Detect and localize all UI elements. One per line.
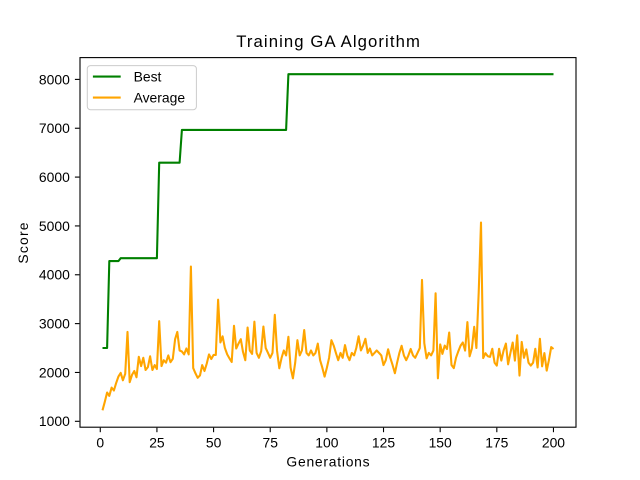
svg-text:Generations: Generations [286, 454, 370, 470]
svg-text:4000: 4000 [39, 267, 70, 283]
svg-text:100: 100 [315, 435, 338, 451]
svg-text:1000: 1000 [39, 413, 70, 429]
svg-text:Best: Best [134, 69, 162, 85]
svg-text:0: 0 [96, 435, 104, 451]
svg-text:3000: 3000 [39, 316, 70, 332]
svg-text:200: 200 [542, 435, 565, 451]
svg-text:Score: Score [15, 221, 31, 263]
svg-text:6000: 6000 [39, 169, 70, 185]
svg-text:50: 50 [206, 435, 222, 451]
svg-text:175: 175 [485, 435, 508, 451]
svg-text:2000: 2000 [39, 364, 70, 380]
svg-text:8000: 8000 [39, 71, 70, 87]
svg-text:5000: 5000 [39, 218, 70, 234]
svg-text:125: 125 [372, 435, 395, 451]
svg-text:150: 150 [429, 435, 452, 451]
svg-text:7000: 7000 [39, 120, 70, 136]
svg-text:25: 25 [149, 435, 165, 451]
svg-text:Average: Average [134, 90, 186, 106]
svg-text:Training GA Algorithm: Training GA Algorithm [236, 32, 421, 51]
svg-text:75: 75 [263, 435, 279, 451]
